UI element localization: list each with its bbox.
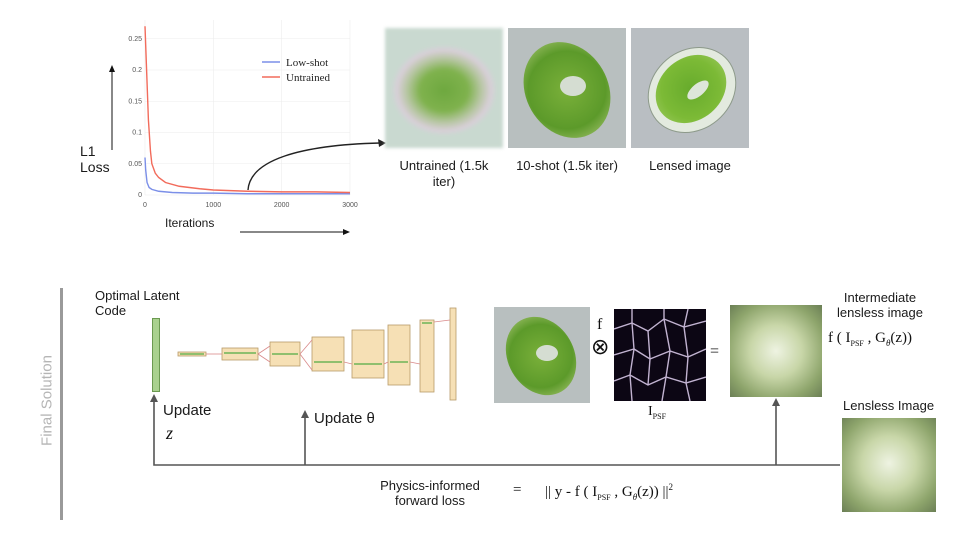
- intermediate-formula-b: , G: [863, 330, 886, 346]
- intermediate-formula-psf-sub: PSF: [850, 339, 864, 348]
- caption-untrained: Untrained (1.5k iter): [399, 158, 489, 189]
- x-axis-label: Iterations: [165, 216, 215, 230]
- loss-formula-c: (z)) ||: [637, 484, 669, 500]
- y-axis-label-line2: Loss: [80, 159, 110, 175]
- legend-label-low-shot: Low-shot: [286, 57, 328, 69]
- psf-label: IPSF: [648, 404, 666, 421]
- convolution-operator: ⊗: [591, 334, 610, 359]
- psf-label-main: I: [648, 404, 653, 419]
- intermediate-formula-theta-sub: θ: [885, 338, 891, 348]
- untrained-reconstruction-image: [385, 28, 503, 148]
- intermediate-formula: f ( IPSF , Gθ(z)): [828, 330, 912, 348]
- intermediate-lensless-image: [730, 305, 822, 397]
- loss-formula-theta-sub: θ: [632, 492, 638, 502]
- caption-10-shot: 10-shot (1.5k iter): [516, 158, 618, 173]
- f-operator: f: [597, 316, 603, 333]
- loss-formula-b: , G: [610, 484, 633, 500]
- update-z-label: Update: [163, 402, 212, 419]
- z-symbol: z: [166, 423, 174, 443]
- loss-formula-a: || y - f ( I: [545, 484, 598, 500]
- intermediate-formula-c: (z)): [890, 330, 913, 346]
- intermediate-label: Intermediate lensless image: [837, 290, 923, 320]
- loss-formula-psf-sub: PSF: [597, 493, 611, 502]
- lensless-image: [842, 418, 936, 512]
- loss-formula-sup: 2: [668, 482, 674, 492]
- update-theta-label: Update θ: [314, 410, 375, 427]
- y-tick-label: 0.05: [128, 161, 142, 168]
- series-line-untrained: [144, 26, 351, 194]
- equals-sign: =: [710, 343, 720, 360]
- psf-label-sub: PSF: [652, 411, 667, 421]
- legend-label-untrained: Untrained: [286, 72, 330, 84]
- section-bracket: [60, 288, 63, 520]
- lensless-image-label: Lensless Image: [843, 398, 935, 413]
- caption-lensed: Lensed image: [649, 158, 731, 173]
- x-tick-label: 2000: [274, 202, 290, 209]
- lensed-image: [631, 28, 749, 148]
- 10-shot-reconstruction-image: [508, 28, 626, 148]
- psf-image: [614, 309, 706, 401]
- y-tick-label: 0.25: [128, 36, 142, 43]
- loss-formula: || y - f ( IPSF , Gθ(z)) ||2: [545, 482, 673, 502]
- latent-code-label: Optimal Latent Code: [95, 288, 180, 318]
- x-tick-label: 0: [143, 202, 147, 209]
- generated-image: [494, 307, 590, 403]
- x-tick-label: 3000: [342, 202, 358, 209]
- y-tick-label: 0: [138, 192, 142, 199]
- intermediate-formula-a: f ( I: [828, 330, 851, 346]
- loss-label: Physics-informed forward loss: [380, 478, 480, 508]
- y-axis-label-line1: L1: [80, 143, 96, 159]
- loss-chart: 0 0.05 0.1 0.15 0.2 0.25 0 1000 2000 3000 Low-sho…: [109, 20, 358, 235]
- y-axis-label: L1 Loss: [80, 143, 120, 175]
- series-line-low-shot: [144, 157, 350, 195]
- x-tick-label: 1000: [206, 202, 222, 209]
- y-tick-label: 0.1: [132, 130, 142, 137]
- latent-code-bar: [152, 318, 160, 392]
- generator-network: [177, 307, 457, 401]
- curved-arrow: [247, 139, 386, 191]
- y-tick-label: 0.2: [132, 67, 142, 74]
- y-tick-label: 0.15: [128, 98, 142, 105]
- loss-equals: =: [513, 482, 522, 498]
